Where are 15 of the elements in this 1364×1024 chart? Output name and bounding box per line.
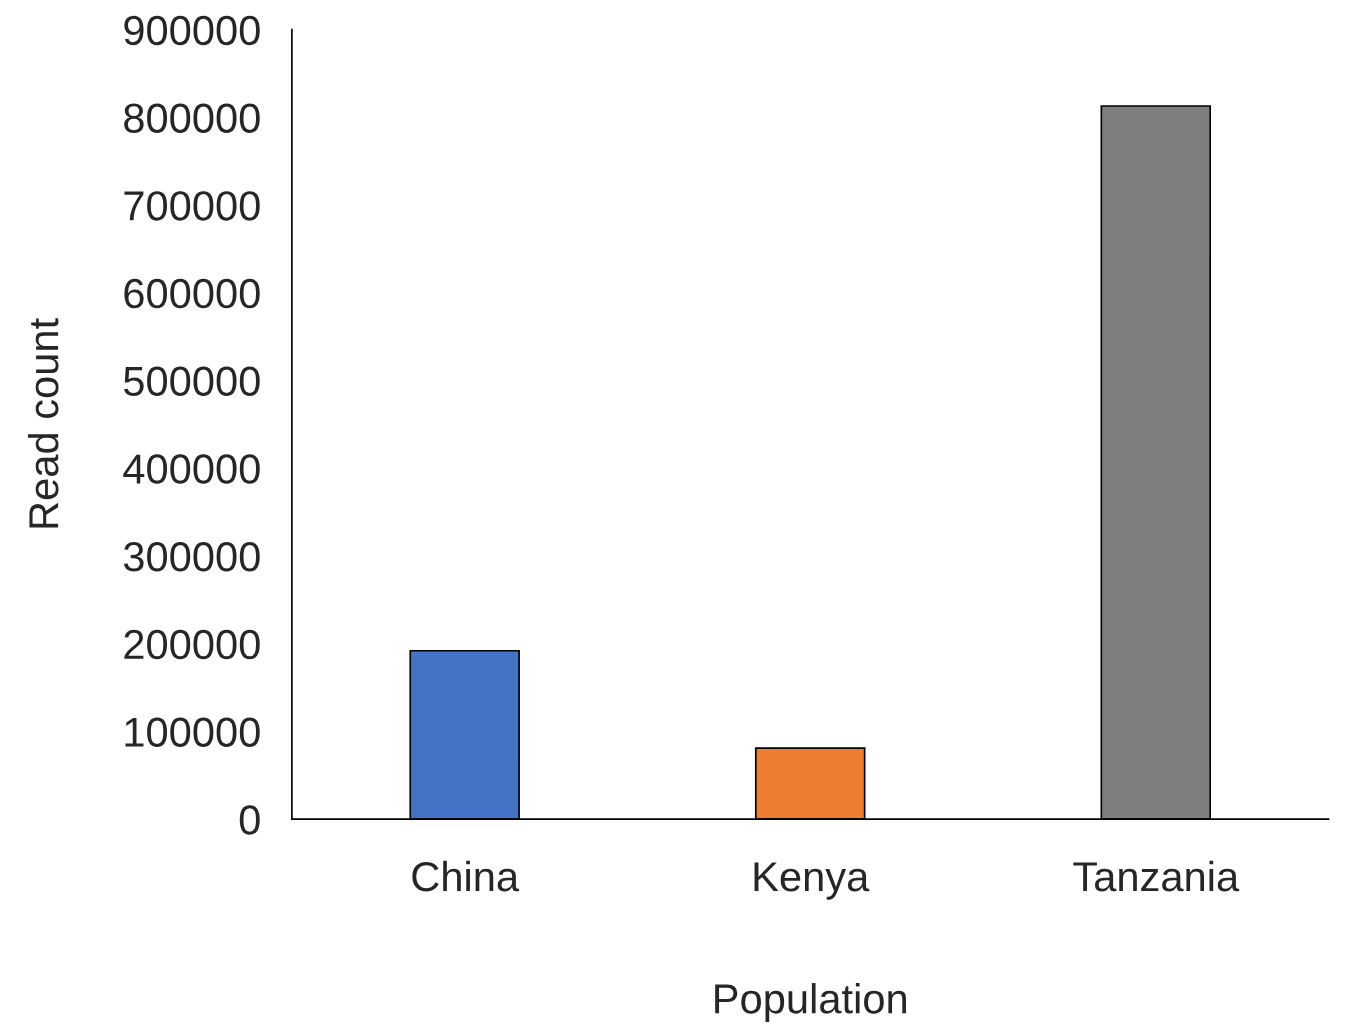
x-tick-label: Kenya — [754, 862, 870, 900]
y-tick-label: 0 — [239, 805, 260, 835]
y-tick-label: 800000 — [124, 103, 260, 133]
y-tick-label: 500000 — [123, 366, 260, 397]
y-tick-label: 700000 — [124, 191, 260, 221]
y-tick-label: 300000 — [123, 542, 260, 572]
y-axis-title: Read count — [27, 318, 59, 528]
y-tick-label: 900000 — [124, 15, 260, 46]
y-tick-label: 100000 — [125, 717, 260, 747]
y-tick-label: 200000 — [124, 629, 260, 660]
x-tick-label: China — [412, 860, 520, 892]
y-tick-label: 600000 — [124, 278, 260, 309]
y-tick-label: 400000 — [123, 454, 260, 484]
x-axis-title: Population — [715, 983, 906, 1022]
x-tick-label: Tanzania — [1073, 860, 1240, 892]
